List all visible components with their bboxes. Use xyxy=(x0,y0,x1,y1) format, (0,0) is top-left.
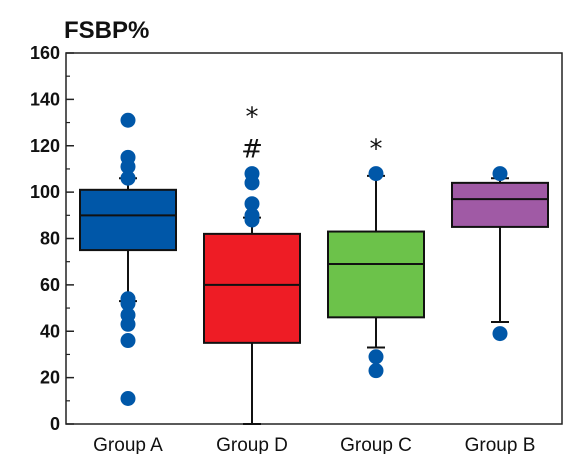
outlier-point xyxy=(120,390,136,406)
significance-asterisk: * xyxy=(246,103,259,133)
y-axis: 0 20 40 60 80 100 120 140 160 xyxy=(30,43,74,434)
outlier-point xyxy=(120,112,136,128)
outlier-point xyxy=(244,212,260,228)
box-group-b xyxy=(451,166,549,342)
y-tick-label: 120 xyxy=(30,136,60,156)
y-axis-title: FSBP% xyxy=(64,17,149,44)
iqr-box xyxy=(451,181,549,228)
iqr-box xyxy=(203,232,301,344)
outlier-point xyxy=(492,326,508,342)
y-tick-label: 0 xyxy=(50,414,60,434)
x-category-label: Group C xyxy=(340,435,412,454)
y-tick-label: 160 xyxy=(30,43,60,63)
x-category-label: Group D xyxy=(216,435,288,454)
y-tick-label: 40 xyxy=(40,321,60,341)
iqr-box xyxy=(79,188,177,252)
outlier-point xyxy=(120,333,136,349)
box-series: #** xyxy=(79,103,549,425)
y-tick-label: 60 xyxy=(40,275,60,295)
outlier-point xyxy=(368,349,384,365)
box-group-c: * xyxy=(327,135,425,379)
outlier-point xyxy=(120,159,136,175)
outlier-point xyxy=(368,166,384,182)
iqr-box xyxy=(327,230,425,319)
outlier-point xyxy=(492,166,508,182)
y-tick-label: 20 xyxy=(40,368,60,388)
outlier-point xyxy=(368,363,384,379)
x-category-label: Group B xyxy=(465,435,536,454)
significance-hash: # xyxy=(241,135,263,165)
outlier-point xyxy=(120,295,136,311)
significance-asterisk: * xyxy=(370,135,383,165)
outlier-point xyxy=(244,196,260,212)
y-tick-label: 80 xyxy=(40,229,60,249)
outlier-point xyxy=(120,170,136,186)
box-group-d: #* xyxy=(203,103,301,425)
outlier-point xyxy=(244,175,260,191)
box-group-a xyxy=(79,112,177,406)
x-category-label: Group A xyxy=(93,435,163,454)
y-tick-label: 140 xyxy=(30,89,60,109)
y-tick-label: 100 xyxy=(30,182,60,202)
x-axis: Group A Group D Group C Group B xyxy=(93,435,535,454)
outlier-point xyxy=(120,316,136,332)
